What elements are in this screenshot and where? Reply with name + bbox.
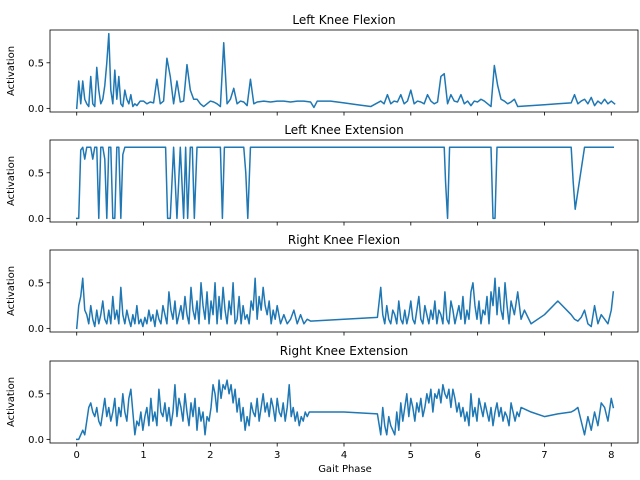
series-line — [75, 277, 615, 330]
y-tick-label: 0.5 — [28, 278, 44, 289]
y-tick-label: 0.0 — [28, 214, 44, 225]
series-line — [75, 379, 615, 441]
x-tick-label: 6 — [474, 450, 480, 461]
panel-title: Right Knee Flexion — [288, 233, 400, 247]
y-tick-label: 0.0 — [28, 435, 44, 446]
x-tick-label: 5 — [408, 450, 414, 461]
y-axis-label: Activation — [6, 266, 17, 316]
panel-title: Right Knee Extension — [280, 344, 408, 358]
x-tick-label: 8 — [608, 450, 614, 461]
panel-3: Right Knee Flexion Activation 0.0 0.5 — [6, 233, 639, 336]
panel-title: Left Knee Flexion — [292, 13, 395, 27]
x-tick-label: 2 — [207, 450, 213, 461]
panel-2: Left Knee Extension Activation 0.0 0.5 — [6, 123, 639, 226]
y-tick-label: 0.0 — [28, 104, 44, 115]
y-tick-label: 0.0 — [28, 324, 44, 335]
series-line — [75, 32, 616, 110]
series-line — [75, 146, 615, 220]
x-tick-label: 0 — [74, 450, 80, 461]
panel-frame — [49, 29, 639, 113]
x-axis-label: Gait Phase — [318, 464, 372, 475]
panel-1: Left Knee Flexion Activation 0.0 0.5 — [6, 13, 639, 116]
panel-frame — [49, 139, 639, 223]
y-tick-label: 0.5 — [28, 389, 44, 400]
x-tick-label: 4 — [341, 450, 347, 461]
y-axis-label: Activation — [6, 156, 17, 206]
panel-title: Left Knee Extension — [284, 123, 403, 137]
panel-frame — [49, 249, 639, 333]
y-axis-label: Activation — [6, 377, 17, 427]
x-tick-label: 1 — [140, 450, 146, 461]
panel-4: Right Knee Extension Activation 0.0 0.5 0 1 2 3… — [6, 344, 639, 461]
x-tick-label: 7 — [541, 450, 547, 461]
y-axis-label: Activation — [6, 46, 17, 96]
x-tick-label: 3 — [274, 450, 280, 461]
y-tick-label: 0.5 — [28, 168, 44, 179]
y-tick-label: 0.5 — [28, 58, 44, 69]
panel-frame — [49, 360, 639, 444]
